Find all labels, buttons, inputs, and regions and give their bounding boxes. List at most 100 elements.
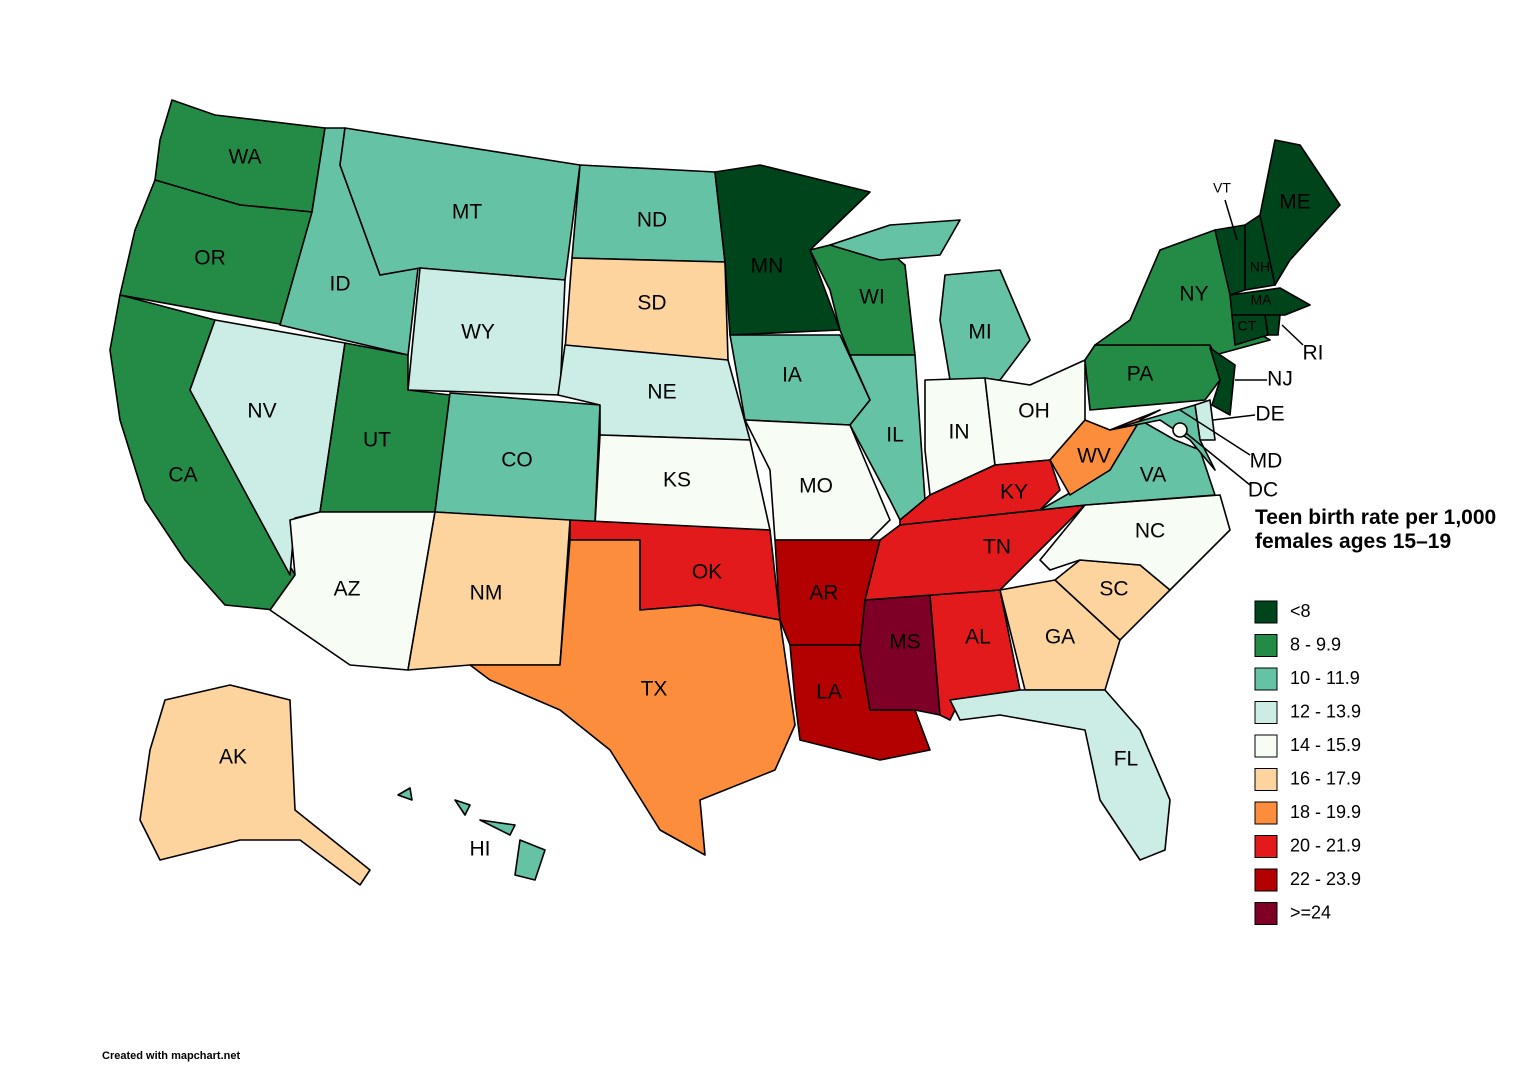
state-label: AZ bbox=[334, 578, 361, 601]
state bbox=[1264, 314, 1281, 336]
legend-swatch bbox=[1254, 801, 1278, 825]
state-label: VT bbox=[1213, 180, 1231, 196]
state bbox=[514, 839, 546, 881]
state-label: IL bbox=[886, 424, 904, 447]
state-label: SC bbox=[1099, 578, 1128, 601]
state bbox=[469, 539, 796, 856]
legend-swatch bbox=[1254, 701, 1278, 724]
state-label: MS bbox=[889, 631, 921, 654]
state-label: MT bbox=[452, 201, 482, 224]
state-label: TN bbox=[983, 536, 1011, 559]
state-label: AK bbox=[219, 746, 247, 769]
state-label: LA bbox=[816, 681, 842, 704]
state-label: DC bbox=[1248, 479, 1278, 502]
state-label: HI bbox=[470, 838, 491, 861]
legend-swatch bbox=[1254, 768, 1278, 791]
legend-label: 10 - 11.9 bbox=[1290, 668, 1360, 688]
state-label: UT bbox=[363, 429, 391, 452]
state-label: IA bbox=[782, 364, 802, 387]
state-label: ID bbox=[330, 273, 351, 296]
state-label: NJ bbox=[1267, 368, 1293, 391]
state-label: PA bbox=[1127, 363, 1153, 386]
legend-label: <8 bbox=[1290, 601, 1311, 621]
state-label: OR bbox=[194, 247, 226, 270]
legend-label: >=24 bbox=[1290, 902, 1331, 922]
state-label: NY bbox=[1179, 283, 1208, 306]
state-label: VA bbox=[1140, 464, 1166, 487]
legend-swatch bbox=[1254, 667, 1278, 691]
state-label: OK bbox=[692, 561, 722, 584]
legend-label: 14 - 15.9 bbox=[1290, 735, 1361, 755]
state-label: DE bbox=[1255, 403, 1284, 426]
state-label: CA bbox=[168, 464, 197, 487]
state-label: WY bbox=[461, 321, 495, 344]
state bbox=[1049, 409, 1161, 496]
state-label: CT bbox=[1238, 318, 1257, 334]
state-label: MI bbox=[968, 321, 991, 344]
state-label: NH bbox=[1250, 259, 1270, 275]
legend-label: 18 - 19.9 bbox=[1290, 802, 1361, 822]
leader-line bbox=[1212, 414, 1256, 421]
state bbox=[1209, 347, 1236, 416]
state-label: NV bbox=[247, 400, 276, 423]
leader-line bbox=[1224, 199, 1238, 241]
state-label: KY bbox=[1000, 481, 1028, 504]
state bbox=[714, 164, 871, 336]
state bbox=[454, 799, 471, 816]
state-label: AL bbox=[965, 626, 991, 649]
leader-line bbox=[1179, 409, 1251, 456]
state-label: RI bbox=[1303, 342, 1324, 365]
state-label: WA bbox=[228, 146, 261, 169]
legend-title: Teen birth rate per 1,000 females ages 1… bbox=[1255, 506, 1497, 553]
state bbox=[1229, 287, 1311, 316]
state-label: MD bbox=[1250, 450, 1283, 473]
state-label: IN bbox=[949, 421, 970, 444]
state-label: NE bbox=[647, 381, 676, 404]
legend-label: 22 - 23.9 bbox=[1290, 869, 1361, 889]
state-label: SD bbox=[637, 292, 666, 315]
state-label: ME bbox=[1279, 191, 1311, 214]
state bbox=[139, 684, 371, 886]
state bbox=[397, 787, 413, 801]
legend-swatch bbox=[1254, 734, 1278, 758]
legend-swatch bbox=[1254, 902, 1278, 925]
state bbox=[949, 689, 1171, 861]
legend-label: 20 - 21.9 bbox=[1290, 835, 1361, 855]
legend-label: 8 - 9.9 bbox=[1290, 634, 1341, 654]
legend-swatch bbox=[1254, 600, 1278, 624]
state-label: TX bbox=[641, 678, 668, 701]
state-label: KS bbox=[663, 469, 691, 492]
state-label: CO bbox=[501, 449, 533, 472]
state bbox=[1259, 139, 1341, 286]
state bbox=[864, 504, 1086, 601]
state-label: NM bbox=[470, 582, 503, 605]
legend-label: 12 - 13.9 bbox=[1290, 701, 1361, 721]
state-label: WI bbox=[859, 286, 885, 309]
legend-label: 16 - 17.9 bbox=[1290, 768, 1361, 788]
state bbox=[1109, 404, 1216, 471]
credit: Created with mapchart.net bbox=[102, 1050, 241, 1062]
state bbox=[829, 219, 961, 261]
state-label: AR bbox=[809, 582, 838, 605]
state bbox=[999, 579, 1121, 691]
state-label: NC bbox=[1135, 520, 1165, 543]
leader-line bbox=[1185, 432, 1251, 486]
state-label: FL bbox=[1114, 748, 1139, 771]
state-label: GA bbox=[1045, 626, 1075, 649]
legend-swatch bbox=[1254, 634, 1278, 657]
state-label: MN bbox=[751, 255, 784, 278]
state-label: ND bbox=[637, 209, 667, 232]
leader-line bbox=[1281, 324, 1304, 346]
state bbox=[479, 819, 516, 836]
state-label: MO bbox=[799, 475, 833, 498]
state-label: WV bbox=[1077, 445, 1111, 468]
state-label: MA bbox=[1251, 292, 1273, 308]
state bbox=[1172, 422, 1188, 438]
state-label: OH bbox=[1018, 400, 1050, 423]
legend-swatch bbox=[1254, 835, 1278, 858]
legend-swatch bbox=[1254, 868, 1278, 892]
state bbox=[849, 354, 926, 521]
state bbox=[859, 594, 941, 716]
